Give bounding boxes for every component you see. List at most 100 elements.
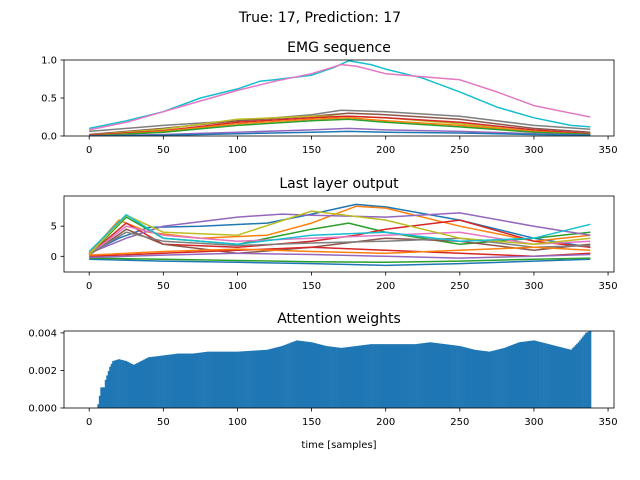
attention-xtick-label: 300 [524, 417, 543, 428]
attention-bar [488, 351, 491, 408]
attention-bar [485, 351, 488, 408]
attention-bar [294, 340, 297, 408]
attention-bar [396, 344, 399, 408]
attention-bar [463, 347, 466, 408]
attention-bar [384, 344, 387, 408]
attention-bar [533, 340, 535, 408]
attention-bar [497, 349, 500, 408]
emg-xtick-label: 350 [599, 145, 618, 156]
attention-bar [298, 340, 301, 408]
attention-bar [140, 361, 143, 408]
attention-title: Attention weights [277, 311, 401, 327]
attention-bar [430, 342, 433, 408]
attention-bar [321, 344, 323, 408]
attention-bar [215, 351, 218, 408]
attention-bar [337, 347, 340, 408]
attention-bar [355, 346, 358, 408]
attention-bar [106, 375, 109, 408]
attention-bar [330, 346, 332, 408]
attention-bar [110, 363, 113, 408]
attention-bar [264, 349, 267, 408]
attention-bar [297, 340, 300, 408]
attention-bar [422, 343, 424, 408]
attention-bar [211, 351, 214, 408]
emg-xtick-label: 200 [376, 145, 395, 156]
emg-title: EMG sequence [287, 40, 391, 56]
attention-bar [279, 346, 282, 408]
attention-bar [195, 353, 197, 408]
attention-bar [556, 346, 559, 408]
attention-bar [537, 341, 540, 408]
emg-series-line-2 [89, 109, 591, 133]
attention-bar [508, 346, 510, 408]
attention-bar [287, 343, 289, 408]
attention-bar [212, 351, 215, 408]
attention-bar [416, 343, 418, 408]
attention-bar [340, 347, 343, 408]
emg-xtick-label: 150 [302, 145, 321, 156]
attention-bar [312, 342, 315, 408]
attention-bar [132, 364, 135, 408]
attention-bar [196, 352, 199, 408]
attention-bar [346, 347, 349, 408]
attention-bar [536, 341, 538, 408]
attention-bar [116, 359, 119, 408]
emg-series-line-6 [89, 117, 591, 136]
output-xtick-label: 50 [157, 281, 170, 292]
attention-bar [373, 344, 375, 408]
output-series-line-7 [88, 231, 591, 255]
attention-bar [253, 350, 255, 408]
attention-bar [221, 351, 224, 408]
attention-bar [411, 344, 414, 408]
attention-bar [424, 342, 427, 408]
attention-bar [516, 342, 519, 408]
output-xtick-label: 300 [524, 281, 543, 292]
attention-bar [525, 341, 528, 408]
attention-bar [417, 343, 420, 408]
attention-bar [386, 344, 389, 408]
attention-bar [379, 344, 381, 408]
attention-bar [98, 395, 101, 408]
attention-bar [101, 387, 104, 408]
attention-bar [586, 332, 589, 408]
figure-suptitle: True: 17, Prediction: 17 [238, 10, 401, 26]
emg-series-line-5 [89, 115, 591, 136]
attention-bar [460, 346, 463, 408]
attention-bar [513, 343, 516, 408]
attention-bar [113, 360, 116, 408]
attention-bar [282, 345, 285, 408]
attention-bar [318, 344, 321, 408]
attention-bar [336, 347, 338, 408]
attention-bar [438, 343, 441, 408]
emg-xtick-label: 100 [228, 145, 247, 156]
attention-bar [490, 351, 492, 408]
attention-bar [436, 343, 439, 408]
attention-bar [356, 345, 359, 408]
attention-ytick-label: 0.004 [28, 328, 57, 339]
attention-bar [107, 371, 110, 408]
attention-bar [530, 340, 533, 408]
attention-bar [232, 351, 235, 408]
attention-bar [97, 404, 100, 408]
attention-bar [210, 351, 212, 408]
output-xtick-label: 0 [86, 281, 92, 292]
attention-bar [233, 351, 236, 408]
output-title: Last layer output [279, 176, 399, 192]
attention-bar [515, 343, 518, 408]
attention-bar [361, 345, 364, 408]
attention-bar [500, 348, 503, 408]
attention-xtick-label: 250 [450, 417, 469, 428]
attention-bar [121, 359, 123, 408]
attention-bar [499, 349, 501, 408]
attention-bar [181, 353, 184, 408]
attention-bar [381, 344, 384, 408]
attention-bar [104, 379, 107, 408]
attention-bar [393, 344, 396, 408]
attention-bar [567, 349, 570, 408]
attention-bar [143, 359, 146, 408]
attention-bar [374, 344, 377, 408]
attention-bar [365, 344, 368, 408]
attention-bar [367, 344, 369, 408]
attention-bar [171, 354, 174, 408]
